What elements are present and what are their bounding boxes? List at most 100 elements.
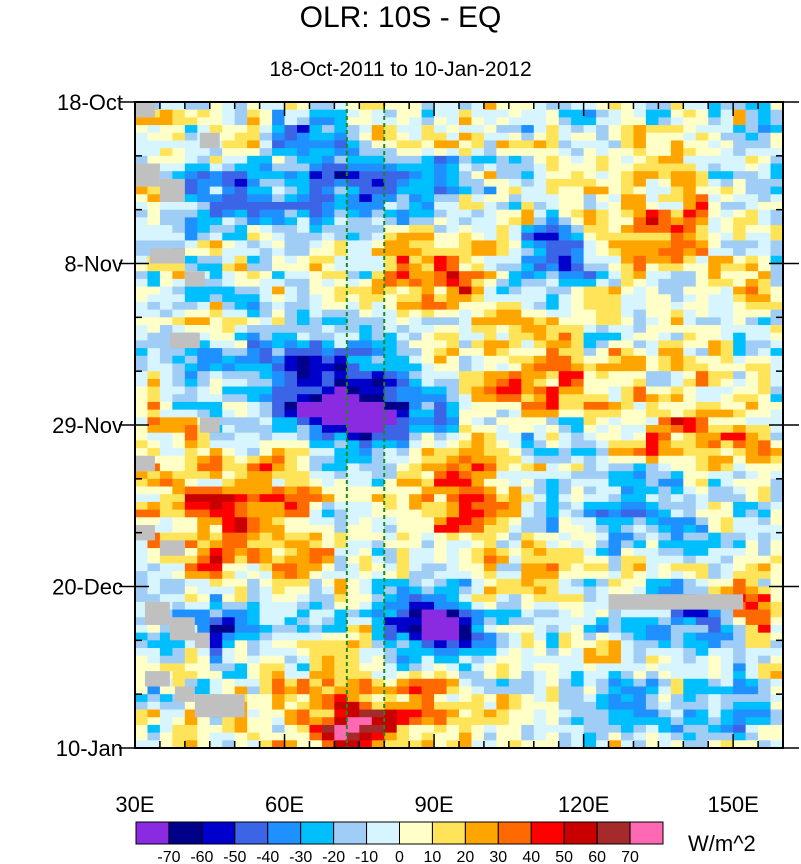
heatmap-cell [683,671,697,680]
heatmap-cell [421,286,435,295]
heatmap-cell [733,102,747,111]
heatmap-cell [272,548,286,557]
heatmap-cell [159,278,173,288]
heatmap-cell [309,571,323,580]
heatmap-cell [471,724,485,734]
heatmap-cell [359,378,373,388]
heatmap-cell [770,171,783,180]
heatmap-cell [309,524,323,534]
heatmap-cell [359,301,373,311]
heatmap-cell [621,740,635,748]
heatmap-cell [608,586,622,595]
heatmap-cell [608,317,622,326]
heatmap-cell [645,255,659,265]
heatmap-cell [483,671,497,680]
heatmap-cell [396,563,410,572]
heatmap-cell [272,601,286,611]
heatmap-cell [608,225,622,234]
heatmap-cell [621,678,635,688]
heatmap-cell [496,601,510,611]
heatmap-cell [708,155,722,165]
colorbar: -70 -60 -50 -40 -30 -20 -10 0 10 20 30 40 50 60 70 [135,821,664,864]
heatmap-cell [708,640,722,649]
heatmap-cell [421,125,435,134]
heatmap-cell [571,125,585,134]
heatmap-cell [321,232,335,242]
heatmap-cell [197,571,211,580]
heatmap-cell [571,378,585,388]
heatmap-cell [434,732,448,741]
heatmap-cell [446,225,460,234]
heatmap-cell [396,609,410,618]
heatmap-cell [409,348,423,357]
heatmap-cell [172,701,186,711]
heatmap-cell [346,140,360,149]
heatmap-cell [695,178,709,188]
heatmap-cell [558,140,572,149]
heatmap-cell [147,740,161,748]
heatmap-cell [459,455,473,465]
heatmap-cell [683,509,697,518]
heatmap-cell [259,394,273,403]
heatmap-cell [770,409,783,418]
heatmap-cell [583,586,597,595]
heatmap-cell [695,417,709,426]
heatmap-cell [222,417,236,426]
heatmap-cell [184,255,198,265]
heatmap-cell [645,617,659,626]
heatmap-cell [272,648,286,657]
heatmap-cell [209,186,223,195]
missing-data-patch [144,671,170,687]
heatmap-cell [571,655,585,664]
heatmap-cell [683,440,697,449]
heatmap-cell [683,271,697,280]
heatmap-cell [459,632,473,641]
heatmap-cell [471,178,485,188]
heatmap-cell [284,563,298,572]
heatmap-cell [496,494,510,503]
heatmap-cell [496,348,510,357]
heatmap-cell [658,678,672,688]
heatmap-cell [446,248,460,257]
heatmap-cell [770,624,783,634]
heatmap-cell [521,278,535,288]
heatmap-cell [321,655,335,664]
heatmap-cell [608,686,622,695]
heatmap-cell [396,232,410,242]
heatmap-cell [533,117,547,126]
heatmap-cell [259,386,273,395]
heatmap-cell [135,325,149,334]
heatmap-cell [459,701,473,711]
heatmap-cell [459,255,473,265]
heatmap-cell [670,425,684,434]
heatmap-cell [596,624,610,634]
heatmap-cell [135,509,149,518]
heatmap-cell [284,178,298,188]
heatmap-cell [683,163,697,172]
heatmap-cell [745,355,759,365]
heatmap-cell [558,178,572,188]
heatmap-cell [670,363,684,372]
heatmap-cell [434,517,448,526]
heatmap-cell [633,655,647,664]
heatmap-cell [645,363,659,372]
heatmap-cell [483,440,497,449]
heatmap-cell [359,524,373,534]
heatmap-cell [708,617,722,626]
heatmap-cell [371,248,385,257]
heatmap-cell [596,494,610,503]
heatmap-cell [633,301,647,311]
heatmap-cell [359,632,373,641]
heatmap-cell [284,271,298,280]
heatmap-cell [670,578,684,588]
heatmap-cell [309,355,323,365]
heatmap-cell [733,355,747,365]
heatmap-cell [558,286,572,295]
heatmap-cell [645,271,659,280]
heatmap-cell [733,609,747,618]
heatmap-cell [670,509,684,518]
heatmap-cell [533,217,547,226]
heatmap-cell [147,194,161,203]
heatmap-cell [147,478,161,488]
heatmap-cell [384,301,398,311]
